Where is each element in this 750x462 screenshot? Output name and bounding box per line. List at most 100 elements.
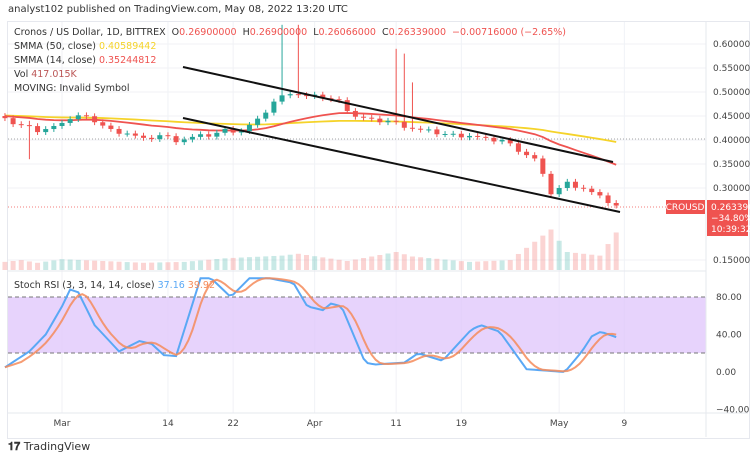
candle-body <box>418 128 424 130</box>
volume-bar <box>369 256 375 270</box>
smma50-value: 0.40589442 <box>98 41 157 52</box>
volume-bar <box>540 235 546 270</box>
volume-bar <box>613 232 619 270</box>
symbol-tag-text: CROUSD <box>666 203 705 213</box>
volume-bar <box>312 256 318 270</box>
time-tick: 19 <box>456 419 468 429</box>
symbol-name: Cronos / US Dollar, 1D, BITTREX <box>14 27 166 38</box>
publish-header: analyst102 published on TradingView.com,… <box>8 4 348 15</box>
candle-body <box>18 124 24 126</box>
candle-body <box>605 195 611 204</box>
volume-bar <box>491 260 497 270</box>
candle-body <box>189 136 195 140</box>
price-tag-price: 0.26339000 <box>711 203 750 213</box>
volume-bar <box>499 260 505 270</box>
volume-bar <box>222 258 228 270</box>
volume-bar <box>83 260 89 270</box>
candle-body <box>246 124 252 132</box>
candle-body <box>295 94 301 96</box>
time-tick: Apr <box>307 419 323 429</box>
candle-body <box>352 110 358 117</box>
price-tick: 0.15000000 <box>713 256 750 266</box>
vol-value: 417.015K <box>31 69 77 80</box>
candle-body <box>499 140 505 142</box>
candle-body <box>483 136 489 138</box>
smma50-legend: SMMA (50, close) 0.40589442 <box>14 41 156 52</box>
volume-bar <box>271 255 277 270</box>
volume-bar <box>263 256 269 270</box>
candle-body <box>320 94 326 99</box>
volume-bar <box>116 261 122 270</box>
volume-bar <box>51 260 57 270</box>
volume-bar <box>26 261 32 270</box>
symbol-legend: Cronos / US Dollar, 1D, BITTREX O0.26900… <box>14 27 566 38</box>
candle-body <box>181 139 187 143</box>
volume-bar <box>328 258 334 270</box>
vol-legend: Vol 417.015K <box>14 69 77 80</box>
upper-trendline <box>182 66 614 163</box>
time-tick: 22 <box>227 419 238 429</box>
candle-body <box>540 158 546 174</box>
candle-body <box>491 137 497 142</box>
volume-bar <box>507 260 513 270</box>
volume-bar <box>124 262 130 270</box>
candle-body <box>613 203 619 206</box>
candle-body <box>344 100 350 111</box>
candle-body <box>51 126 57 130</box>
candle-body <box>369 117 375 119</box>
volume-bar <box>344 261 350 270</box>
candle-body <box>10 118 16 125</box>
volume-bars <box>2 229 619 270</box>
candle-body <box>173 136 179 143</box>
price-tick: 0.60000000 <box>713 40 750 50</box>
candle-body <box>532 155 538 159</box>
volume-bar <box>149 262 155 270</box>
price-tag-pct: −34.80% <box>711 214 750 224</box>
candle-body <box>206 134 212 137</box>
candles <box>2 24 619 209</box>
time-tick: 9 <box>621 419 627 429</box>
volume-bar <box>483 261 489 270</box>
volume-bar <box>35 262 41 270</box>
candle-body <box>141 135 146 138</box>
time-tick: May <box>550 419 569 429</box>
candle-body <box>230 128 236 133</box>
volume-bar <box>336 259 342 270</box>
candle-body <box>450 133 456 135</box>
c-label: C <box>381 27 389 38</box>
volume-bar <box>189 261 195 270</box>
price-tick: 0.45000000 <box>713 112 750 122</box>
volume-bar <box>467 261 472 270</box>
volume-bar <box>450 260 456 270</box>
volume-bar <box>198 260 204 270</box>
volume-bar <box>434 258 440 270</box>
price-tick: 0.35000000 <box>713 160 750 170</box>
volume-bar <box>597 255 603 270</box>
volume-bar <box>393 252 399 270</box>
volume-bar <box>157 262 163 270</box>
candle-body <box>409 127 415 129</box>
price-tick: 0.55000000 <box>713 64 750 74</box>
candle-body <box>157 135 163 140</box>
candle-body <box>597 192 603 196</box>
volume-bar <box>589 254 595 270</box>
candle-body <box>83 115 89 117</box>
stoch-legend: Stoch RSI (3, 3, 14, 14, close) 37.16 39.9… <box>14 280 215 291</box>
volume-bar <box>556 240 562 270</box>
candle-body <box>59 122 65 126</box>
volume-bar <box>581 253 587 270</box>
volume-bar <box>572 252 578 270</box>
vol-label: Vol <box>14 69 29 80</box>
volume-bar <box>401 254 407 270</box>
low-value: 0.26066000 <box>318 27 376 38</box>
candle-body <box>26 125 32 127</box>
time-tick: 14 <box>162 419 174 429</box>
volume-bar <box>59 259 65 270</box>
candle-body <box>377 118 383 123</box>
tradingview-logo[interactable]: 𝟏𝟕 TradingView <box>8 440 90 454</box>
volume-bar <box>100 261 106 270</box>
volume-bar <box>295 253 301 270</box>
smma14-value: 0.35244812 <box>98 55 157 66</box>
smma14-line <box>4 112 617 166</box>
